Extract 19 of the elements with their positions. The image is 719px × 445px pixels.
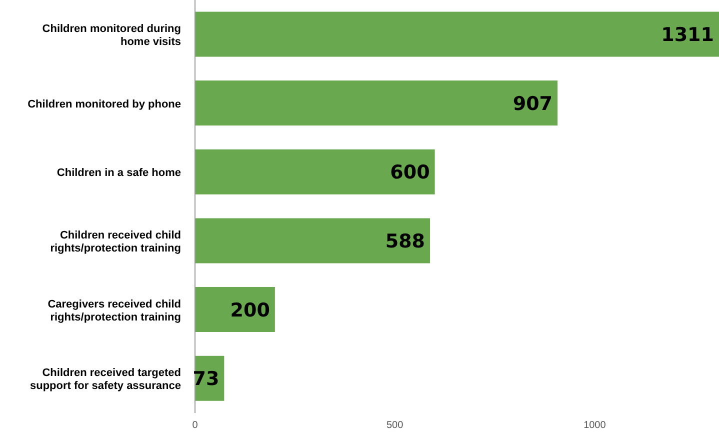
bar [195,149,435,194]
y-tick-label: Caregivers received child rights/protection training [48,298,181,324]
y-tick-label: Children in a safe home [56,167,181,180]
bar [195,80,558,126]
bar [195,287,275,332]
data-label: 600 [390,162,430,184]
x-tick-label: 500 [386,420,404,432]
bar [195,12,719,57]
y-tick-label: Children monitored during home visits [42,22,181,48]
data-label: 907 [512,92,553,115]
x-tick-label: 0 [192,420,198,432]
data-label: 1311 [661,24,714,46]
y-tick-label: Children monitored by phone [28,98,181,110]
y-tick-label: Children received targeted support for safety assurance [30,367,181,392]
y-tick-label: Children received child rights/protection training [50,229,181,254]
x-tick-label: 1000 [584,420,606,432]
data-label: 588 [385,230,426,252]
bar [195,218,430,264]
data-label: 200 [230,299,270,322]
